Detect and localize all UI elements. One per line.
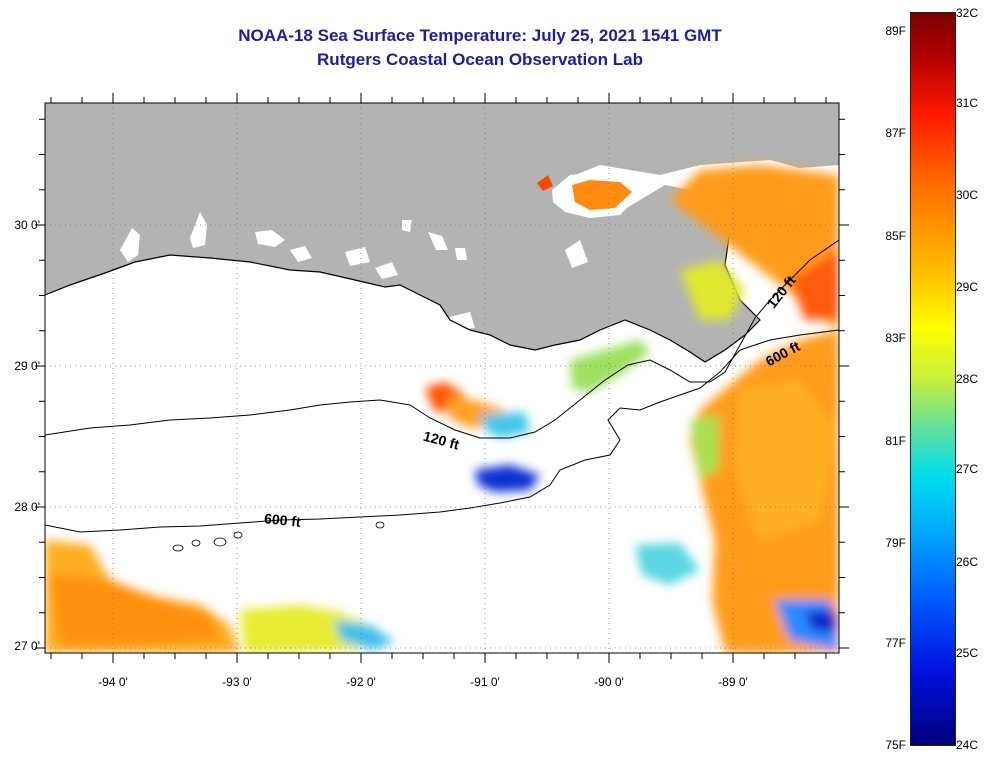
map-frame (44, 102, 840, 654)
contour-600ft (45, 329, 839, 533)
temperature-colorbar (910, 12, 956, 746)
lat-label-29: 29 0' (14, 359, 40, 373)
land (45, 103, 839, 362)
sst-warm-nearshore-north (572, 180, 632, 210)
sst-orange-southwest (50, 575, 220, 645)
contour-label-600ft-west: 600 ft (263, 510, 301, 530)
colorbar-f-label: 75F (885, 738, 906, 752)
colorbar-f-label: 89F (885, 24, 906, 38)
colorbar-c-label: 28C (956, 372, 979, 386)
sst-hot-spot-north (537, 175, 553, 191)
colorbar-c-label: 26C (956, 555, 979, 569)
graticule (45, 103, 839, 653)
lon-label-92: -92 0' (346, 675, 376, 689)
colorbar-c-label: 31C (956, 96, 979, 110)
sst-green-east (690, 415, 720, 480)
lat-label-28: 28 0' (14, 500, 40, 514)
sst-warm-east-center (735, 380, 835, 540)
sst-cold-plume (475, 465, 540, 492)
colorbar-f-label: 85F (885, 229, 906, 243)
colorbar-c-label: 29C (956, 280, 979, 294)
map-subtitle: Rutgers Coastal Ocean Observation Lab (317, 50, 643, 69)
sst-yellow-south (240, 605, 370, 653)
colorbar-f-label: 83F (885, 331, 906, 345)
sst-cold-east (805, 610, 838, 632)
lon-label-94: -94 0' (98, 675, 128, 689)
colorbar-f-label: 79F (885, 536, 906, 550)
sst-hot-east (790, 250, 839, 320)
contour-120ft-west (45, 239, 839, 439)
colorbar-c-label: 24C (956, 738, 979, 752)
map-title: NOAA-18 Sea Surface Temperature: July 25… (238, 26, 722, 45)
lon-label-90: -90 0' (594, 675, 624, 689)
sst-data-field (45, 165, 839, 653)
coastline (45, 204, 761, 363)
sst-cyan-east (635, 543, 700, 585)
colorbar-f-label: 87F (885, 126, 906, 140)
lat-label-27: 27 0' (14, 639, 40, 653)
lat-label-30: 30 0' (14, 218, 40, 232)
colorbar-c-label: 32C (956, 6, 979, 20)
lon-label-91: -91 0' (470, 675, 500, 689)
colorbar-f-label: 81F (885, 434, 906, 448)
colorbar-f-label: 77F (885, 636, 906, 650)
colorbar-c-label: 25C (956, 646, 979, 660)
lon-label-89: -89 0' (718, 675, 748, 689)
sst-yellow-east (680, 260, 745, 320)
sst-cyan-plume (480, 412, 530, 438)
axis-ticks (35, 93, 849, 663)
colorbar-c-label: 30C (956, 188, 979, 202)
lon-label-93: -93 0' (222, 675, 252, 689)
colorbar-c-label: 27C (956, 462, 979, 476)
contour-islets (172, 521, 385, 552)
sst-cyan-south (335, 620, 395, 650)
